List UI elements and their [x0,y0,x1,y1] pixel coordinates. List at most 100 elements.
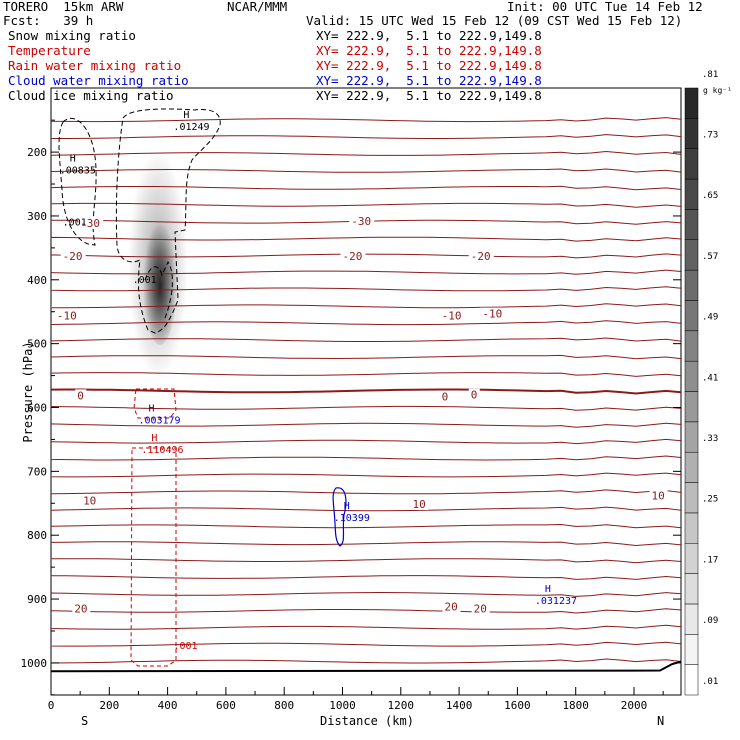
extremum-mark: H [151,433,157,444]
extremum-mark: H [70,153,76,164]
cloud-ice-contour [115,108,221,334]
colorbar-unit: g kg⁻¹ [703,86,732,95]
isotherm-label: 0 [471,389,478,402]
isotherm-label-bg [468,250,494,263]
extremum-value: .00835 [60,165,96,176]
isotherm [51,591,681,597]
x-tick-label: 2000 [621,699,648,712]
extremum-value: .031237 [535,596,577,607]
x-tick-label: 200 [99,699,119,712]
colorbar-label: .65 [702,191,718,201]
colorbar-cell [684,209,699,240]
snow-shading-core [143,215,177,345]
isotherm [51,658,681,664]
cloud-water-contour [332,487,347,547]
cloud-ice-contour-inner [144,260,173,319]
isotherm-label-bg [649,489,668,502]
x-axis-south: S [81,714,89,728]
isotherm-label-bg [439,309,465,322]
isotherm [51,337,681,342]
isotherm-label-bg [471,602,490,615]
isotherm-label: -10 [482,308,502,321]
colorbar-cell [684,664,699,696]
x-tick-label: 600 [216,699,236,712]
isotherm-label-bg [60,250,86,263]
isotherm-label: 20 [474,603,487,616]
extremum-value: .10399 [334,513,370,524]
field-xy-temperature: XY= 222.9, 5.1 to 222.9,149.8 [316,43,542,58]
colorbar-cell [684,269,699,301]
colorbar-cell [684,512,699,544]
x-tick-label: 0 [48,699,55,712]
isotherm [51,541,681,547]
colorbar-cell [684,239,699,271]
colorbar-cell [684,300,699,332]
valid-time: Valid: 15 UTC Wed 15 Feb 12 (09 CST Wed … [306,13,683,28]
colorbar-cell [684,543,699,574]
isotherm-label: -20 [343,250,363,263]
y-tick-label: 500 [27,338,47,351]
isotherm [51,575,681,580]
model-title: TORERO 15km ARW [3,0,124,14]
extremum-value: .110496 [141,445,183,456]
colorbar-cell [684,421,699,453]
contour-label: .001 [173,641,197,652]
isotherm-label-bg [54,309,80,322]
colorbar-cell [684,178,699,210]
y-tick-label: 400 [27,274,47,287]
isotherm-label-bg [349,215,375,228]
colorbar-cell [684,360,699,392]
x-tick-label: 1000 [329,699,356,712]
isotherm-label-bg [468,388,480,401]
y-tick-label: 800 [27,529,47,542]
colorbar-label: .41 [702,373,718,383]
colorbar-cell [684,148,699,180]
x-tick-label: 1800 [562,699,589,712]
isotherm [51,236,681,242]
isotherm-label: -10 [442,310,462,323]
colorbar-label: .81 [702,70,718,80]
isotherm [51,354,681,360]
extremum-mark: H [545,584,551,595]
isotherm-label-bg [81,494,100,507]
isotherm [51,286,681,292]
contour-label: .001 [63,218,87,229]
isotherm [51,303,681,309]
isotherm [51,168,681,173]
isotherm [51,117,681,123]
isotherm-label-bg [410,497,429,510]
colorbar-cell [684,573,699,605]
isotherm-label: -20 [63,250,83,263]
y-tick-label: 1000 [21,657,48,670]
isotherm [51,320,681,326]
isotherm-label: -10 [57,310,77,323]
extremum-mark: H [183,110,189,121]
isotherm [51,472,681,478]
colorbar-cell [684,118,699,149]
isotherm-zero [51,388,681,395]
x-axis-label: Distance (km) [320,714,414,728]
y-tick-label: 200 [27,146,47,159]
y-tick-label: 900 [27,593,47,606]
isotherm-label-bg [75,389,87,402]
isotherm [51,608,681,614]
colorbar-label: .33 [702,434,718,444]
center-title: NCAR/MMM [227,0,288,14]
rain-water-contour-lower [130,447,177,667]
cloud-ice-contour-left [58,117,97,246]
field-label-cloud-ice: Cloud ice mixing ratio [8,88,174,103]
isotherm [51,523,681,529]
x-tick-label: 800 [274,699,294,712]
isotherm-label: -30 [80,217,100,230]
colorbar-cell [684,451,699,483]
isotherm-label-bg [480,307,506,320]
isotherm-label: 20 [74,603,87,616]
colorbar-cell [684,391,699,423]
field-xy-rain: XY= 222.9, 5.1 to 222.9,149.8 [316,58,542,73]
x-axis-north: N [657,714,665,728]
isotherm [51,134,681,139]
isotherm [51,624,681,630]
y-tick-label: 700 [27,465,47,478]
isotherm [51,422,681,428]
